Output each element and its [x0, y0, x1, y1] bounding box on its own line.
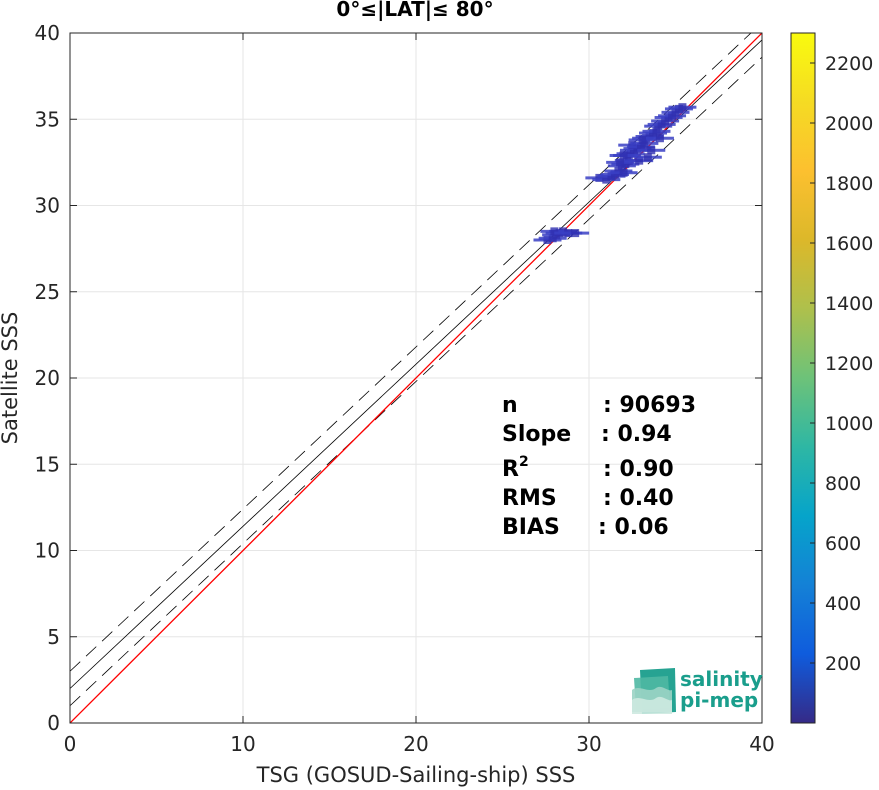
density-cell: [647, 146, 656, 155]
x-tick-label: 0: [64, 732, 77, 756]
y-axis-ticks: 0 5 10 15 20 25 30 35 40: [35, 21, 762, 735]
colorbar-tick-label: 2200: [825, 53, 873, 75]
density-cell: [550, 227, 559, 236]
stat-n-label: n: [502, 393, 518, 418]
salinity-pi-mep-logo: salinity pi-mep: [632, 667, 763, 714]
x-axis-label: TSG (GOSUD-Sailing-ship) SSS: [256, 763, 576, 787]
colorbar-tick-label: 400: [825, 593, 861, 615]
density-cell: [602, 175, 611, 184]
colorbar-tick-label: 1400: [825, 293, 873, 315]
colorbar-tick-label: 200: [825, 653, 861, 675]
stat-slope-value: : 0.94: [601, 422, 672, 447]
x-tick-label: 20: [403, 732, 428, 756]
y-tick-label: 20: [35, 366, 60, 390]
density-cell: [614, 167, 623, 175]
stat-bias-label: BIAS: [502, 515, 560, 540]
density-cell: [571, 229, 580, 238]
fit-upper-dashed-line: [70, 33, 752, 672]
density-cell: [652, 127, 661, 136]
density-cell: [595, 173, 604, 182]
colorbar-ticks: 200 400 600 800 1000 1200 1400 1600 1800 2000 2200: [810, 53, 873, 675]
stat-rms-label: RMS: [502, 486, 557, 511]
colorbar-tick-label: 600: [825, 533, 861, 555]
density-cell: [643, 153, 652, 162]
y-tick-label: 5: [47, 625, 60, 649]
stat-r2-value: : 0.90: [603, 457, 674, 482]
stat-n-value: : 90693: [603, 393, 696, 418]
density-cell: [616, 158, 625, 167]
density-cell: [655, 134, 664, 143]
density-cell: [628, 141, 637, 150]
stat-bias-value: : 0.06: [598, 515, 669, 540]
density-cell: [619, 168, 628, 177]
fit-lower-dashed-line: [70, 56, 762, 707]
chart-title: 0°≤|LAT|≤ 80°: [336, 0, 493, 21]
stat-slope-label: Slope: [502, 422, 571, 447]
logo-wave-icon: [632, 668, 676, 714]
density-points: [533, 103, 697, 244]
x-tick-label: 40: [749, 732, 774, 756]
colorbar-tick-label: 1200: [825, 353, 873, 375]
colorbar-tick-label: 1600: [825, 233, 873, 255]
colorbar-tick-label: 800: [825, 473, 861, 495]
density-cell: [678, 103, 687, 112]
x-tick-label: 30: [576, 732, 601, 756]
y-tick-label: 40: [35, 21, 60, 45]
y-axis-label: Satellite SSS: [0, 312, 22, 445]
colorbar: [790, 32, 816, 724]
y-tick-label: 25: [35, 280, 60, 304]
stats-block: n : 90693 Slope : 0.94 R2 : 0.90 RMS : 0…: [502, 393, 696, 540]
density-cell: [638, 135, 647, 144]
density-cell: [619, 151, 628, 160]
logo-line2: pi-mep: [680, 688, 758, 712]
x-axis-ticks: 0 10 20 30 40: [64, 33, 775, 756]
logo-line1: salinity: [680, 667, 763, 691]
density-cell: [543, 236, 552, 244]
stat-rms-value: : 0.40: [603, 486, 674, 511]
colorbar-tick-label: 1800: [825, 173, 873, 195]
x-tick-label: 10: [230, 732, 255, 756]
y-tick-label: 0: [47, 711, 60, 735]
colorbar-tick-label: 1000: [825, 413, 873, 435]
colorbar-tick-label: 2000: [825, 113, 873, 135]
stat-r2-label: R2: [502, 454, 529, 482]
y-tick-label: 15: [35, 452, 60, 476]
y-tick-label: 30: [35, 194, 60, 218]
y-tick-label: 35: [35, 107, 60, 131]
y-tick-label: 10: [35, 539, 60, 563]
density-cell: [635, 156, 644, 165]
